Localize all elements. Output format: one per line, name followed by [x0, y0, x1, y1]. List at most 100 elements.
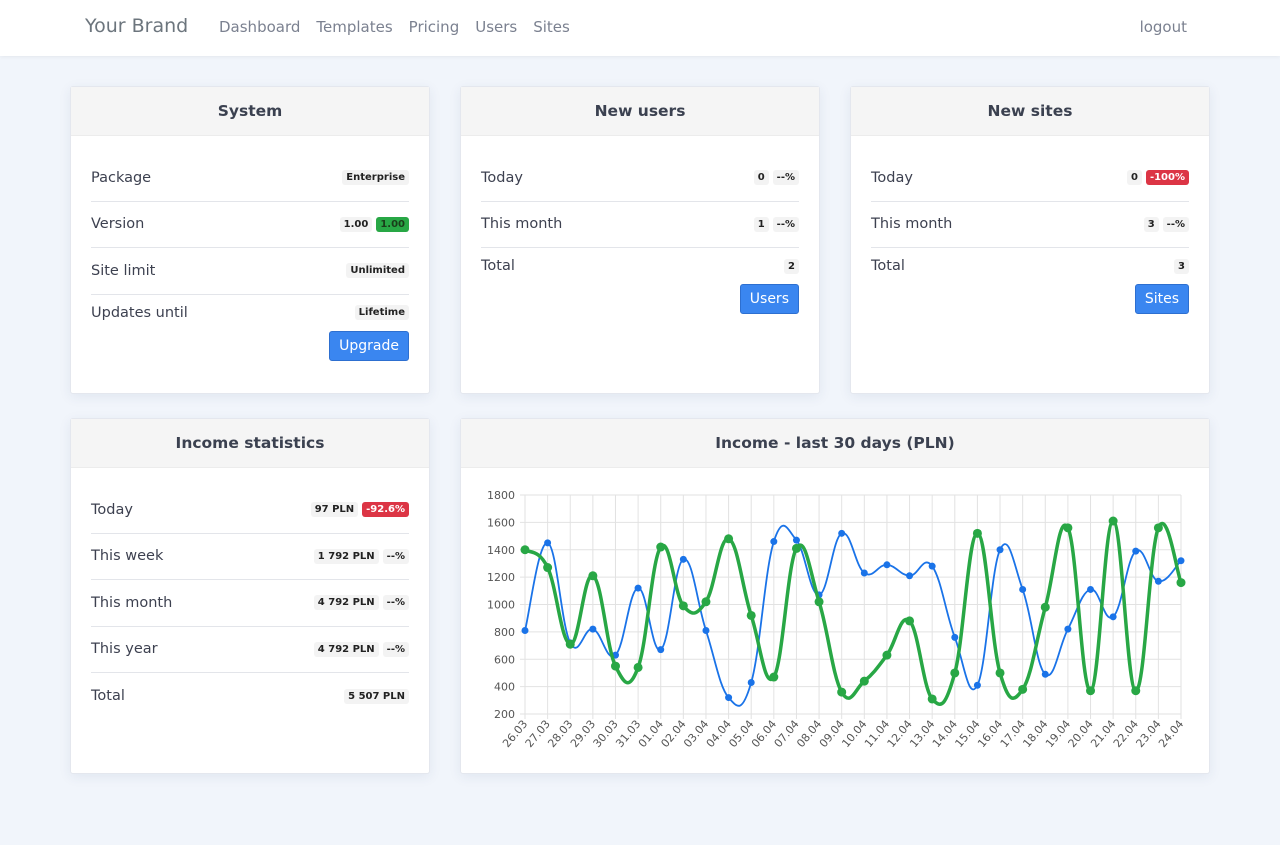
system-card: System Package Enterprise Version 1.00 1… — [70, 86, 430, 394]
row-label: This month — [481, 216, 563, 233]
green-series-point — [1153, 523, 1163, 533]
change-badge: --% — [382, 548, 409, 564]
row-label: Site limit — [91, 262, 156, 279]
change-badge: --% — [382, 595, 409, 611]
green-series-point — [814, 597, 824, 607]
green-series-point — [633, 662, 643, 672]
system-row-package: Package Enterprise — [91, 155, 409, 202]
amount-badge: 4 792 PLN — [313, 595, 379, 611]
blue-series-point — [1064, 625, 1072, 633]
blue-series-point — [951, 633, 959, 641]
income-stats-title: Income statistics — [71, 419, 429, 468]
y-tick-label: 400 — [494, 681, 515, 694]
y-tick-label: 800 — [494, 626, 515, 639]
blue-series-point — [1019, 585, 1027, 593]
count-badge: 0 — [1126, 170, 1142, 186]
blue-series-point — [883, 561, 891, 569]
row-label: Updates until — [91, 304, 188, 321]
sites-button[interactable]: Sites — [1134, 284, 1189, 314]
new-sites-card-title: New sites — [851, 87, 1209, 136]
upgrade-button[interactable]: Upgrade — [329, 330, 409, 361]
green-series-point — [927, 694, 937, 704]
new-sites-card: New sites Today 0 -100% This month 3 --%… — [850, 86, 1210, 394]
new-users-card-title: New users — [461, 87, 819, 136]
green-series-point — [520, 545, 530, 555]
blue-series-point — [702, 627, 710, 635]
green-series-point — [950, 668, 960, 678]
blue-series-point — [906, 572, 914, 580]
new-users-row-total: Total 2 — [481, 248, 799, 284]
new-sites-row-today: Today 0 -100% — [871, 155, 1189, 202]
income-row-today: Today 97 PLN -92.6% — [91, 487, 409, 534]
blue-series-point — [634, 584, 642, 592]
count-badge: 3 — [1143, 216, 1159, 232]
change-badge: --% — [1162, 216, 1189, 232]
row-label: Total — [871, 258, 905, 274]
change-badge: --% — [772, 216, 799, 232]
income-row-total: Total 5 507 PLN — [91, 673, 409, 720]
green-series-point — [1086, 686, 1096, 696]
green-series-point — [656, 542, 666, 552]
logout-link[interactable]: logout — [1139, 18, 1187, 36]
users-button[interactable]: Users — [739, 284, 799, 314]
income-chart-card: Income - last 30 days (PLN) 200 400 600 800… — [460, 418, 1210, 774]
green-series-point — [1018, 684, 1028, 694]
income-row-week: This week 1 792 PLN --% — [91, 534, 409, 580]
system-row-version: Version 1.00 1.00 — [91, 202, 409, 248]
green-series-point — [678, 601, 688, 611]
blue-series-point — [973, 681, 981, 689]
system-row-site-limit: Site limit Unlimited — [91, 248, 409, 295]
x-tick-label: 24.04 — [1156, 718, 1186, 750]
green-series-point — [746, 610, 756, 620]
row-label: This year — [91, 641, 158, 658]
green-series-point — [1176, 578, 1186, 588]
row-label: Total — [91, 688, 125, 705]
blue-series-point — [1087, 585, 1095, 593]
blue-series-point — [928, 562, 936, 570]
y-tick-label: 1000 — [487, 599, 515, 612]
green-series-point — [543, 563, 553, 573]
nav-users[interactable]: Users — [475, 18, 518, 36]
blue-series-point — [1177, 557, 1185, 565]
new-users-card: New users Today 0 --% This month 1 --% T… — [460, 86, 820, 394]
count-badge: 2 — [784, 258, 799, 274]
change-badge: --% — [772, 170, 799, 186]
blue-series-point — [589, 625, 597, 633]
new-users-row-today: Today 0 --% — [481, 155, 799, 202]
green-series-point — [995, 668, 1005, 678]
blue-series-point — [521, 627, 529, 635]
blue-series-point — [1109, 613, 1117, 621]
green-series-point — [724, 534, 734, 544]
income-row-year: This year 4 792 PLN --% — [91, 627, 409, 673]
blue-series-point — [544, 539, 552, 547]
row-label: Total — [481, 258, 515, 274]
y-tick-label: 1600 — [487, 516, 515, 529]
blue-series-point — [679, 555, 687, 563]
amount-badge: 4 792 PLN — [313, 641, 379, 657]
brand-logo[interactable]: Your Brand — [85, 15, 189, 37]
blue-series-point — [996, 546, 1004, 554]
nav-links: Dashboard Templates Pricing Users Sites — [219, 18, 586, 36]
green-series-point — [1108, 516, 1118, 526]
nav-pricing[interactable]: Pricing — [408, 18, 460, 36]
green-series-point — [882, 650, 892, 660]
system-card-title: System — [71, 87, 429, 136]
blue-series-point — [1132, 547, 1140, 555]
green-series-point — [701, 597, 711, 607]
y-tick-label: 200 — [494, 708, 515, 721]
count-badge: 3 — [1174, 258, 1189, 274]
nav-dashboard[interactable]: Dashboard — [219, 18, 301, 36]
green-series-point — [1040, 602, 1050, 612]
green-series-point — [610, 661, 620, 671]
system-row-updates: Updates until Lifetime — [91, 295, 409, 331]
count-badge: 0 — [753, 170, 769, 186]
version-badge: 1.00 — [339, 216, 373, 232]
nav-sites[interactable]: Sites — [533, 18, 570, 36]
green-series-point — [769, 672, 779, 682]
income-chart-title: Income - last 30 days (PLN) — [461, 419, 1209, 468]
blue-series-point — [657, 646, 665, 654]
y-tick-label: 1200 — [487, 571, 515, 584]
green-series-point — [565, 639, 575, 649]
amount-badge: 5 507 PLN — [344, 688, 409, 704]
nav-templates[interactable]: Templates — [316, 18, 393, 36]
